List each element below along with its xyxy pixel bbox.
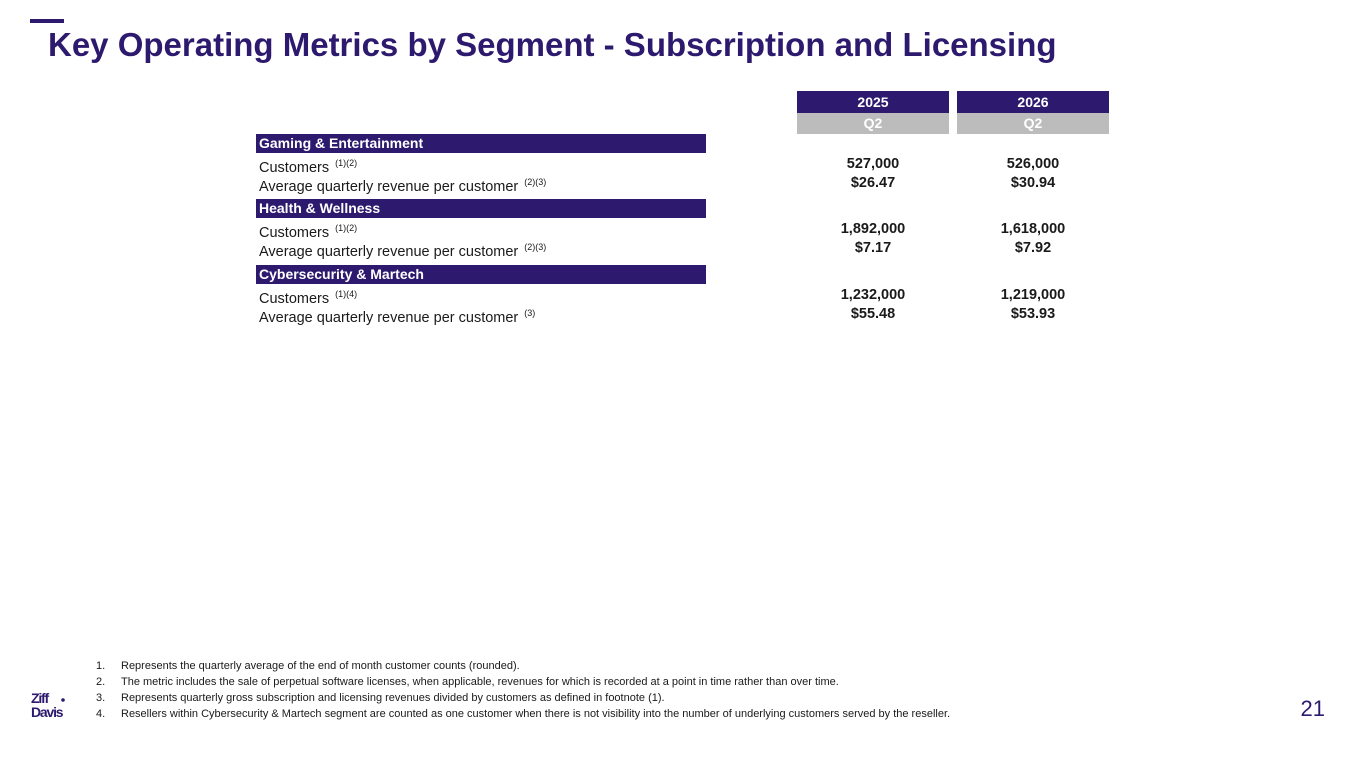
footnote-text: The metric includes the sale of perpetua… <box>121 676 839 688</box>
row-label-text: Average quarterly revenue per customer <box>259 244 519 260</box>
row-label-avg-revenue: Average quarterly revenue per customer (… <box>259 304 535 327</box>
footnote-number: 2. <box>96 676 106 688</box>
value-cell: $55.48 <box>850 306 896 322</box>
footnote-ref: (2)(3) <box>524 177 547 187</box>
value-cell: 527,000 <box>846 156 900 172</box>
column-year-2026: 2026 <box>957 91 1109 113</box>
row-label-avg-revenue: Average quarterly revenue per customer (… <box>259 173 546 196</box>
row-label-text: Customers <box>259 291 330 307</box>
logo-line-1: Ziff <box>31 690 50 706</box>
page-number: 21 <box>1300 696 1325 721</box>
footnote-ref: (1)(2) <box>335 223 358 233</box>
footnote-number: 3. <box>96 692 106 704</box>
value-cell: $26.47 <box>850 175 896 191</box>
title-accent-bar <box>30 19 64 23</box>
footnote-1: 1. Represents the quarterly average of th… <box>96 658 950 674</box>
footnote-ref: (1)(4) <box>335 289 358 299</box>
row-label-customers: Customers (1)(2) <box>259 154 357 177</box>
footnote-ref: (1)(2) <box>335 158 358 168</box>
value-cell: 1,618,000 <box>1000 221 1066 237</box>
footnote-2: 2. The metric includes the sale of perpet… <box>96 674 950 690</box>
value-cell: 526,000 <box>1006 156 1060 172</box>
footnote-number: 4. <box>96 708 106 720</box>
column-year-2025: 2025 <box>797 91 949 113</box>
ziff-davis-logo: Ziff Davis <box>31 690 65 720</box>
row-label-customers: Customers (1)(2) <box>259 219 357 242</box>
value-cell: $7.17 <box>854 240 892 256</box>
row-label-text: Average quarterly revenue per customer <box>259 179 519 195</box>
column-quarter-2025: Q2 <box>797 113 949 134</box>
footnote-4: 4. Resellers within Cybersecurity & Marte… <box>96 706 950 722</box>
value-cell: $7.92 <box>1014 240 1052 256</box>
segment-header-health: Health & Wellness <box>256 199 706 218</box>
footnote-number: 1. <box>96 660 106 672</box>
value-cell: $30.94 <box>1010 175 1056 191</box>
row-label-avg-revenue: Average quarterly revenue per customer (… <box>259 238 546 261</box>
column-quarter-2026: Q2 <box>957 113 1109 134</box>
footnote-text: Resellers within Cybersecurity & Martech… <box>121 708 951 720</box>
row-label-customers: Customers (1)(4) <box>259 285 357 308</box>
footnote-3: 3. Represents quarterly gross subscriptio… <box>96 690 950 706</box>
row-label-text: Average quarterly revenue per customer <box>259 310 519 326</box>
footnote-text: Represents the quarterly average of the … <box>121 660 520 672</box>
footnote-ref: (2)(3) <box>524 242 547 252</box>
value-cell: 1,892,000 <box>840 221 906 237</box>
value-cell: 1,232,000 <box>840 287 906 303</box>
footnote-ref: (3) <box>524 308 536 318</box>
row-label-text: Customers <box>259 160 330 176</box>
logo-dot <box>61 698 65 702</box>
value-cell: $53.93 <box>1010 306 1056 322</box>
footnote-text: Represents quarterly gross subscription … <box>121 692 665 704</box>
segment-header-gaming: Gaming & Entertainment <box>256 134 706 153</box>
segment-header-cybersecurity: Cybersecurity & Martech <box>256 265 706 284</box>
footnotes: 1. Represents the quarterly average of th… <box>96 658 950 722</box>
row-label-text: Customers <box>259 225 330 241</box>
value-cell: 1,219,000 <box>1000 287 1066 303</box>
page-title: Key Operating Metrics by Segment - Subsc… <box>48 26 1057 63</box>
logo-line-2: Davis <box>31 704 64 720</box>
